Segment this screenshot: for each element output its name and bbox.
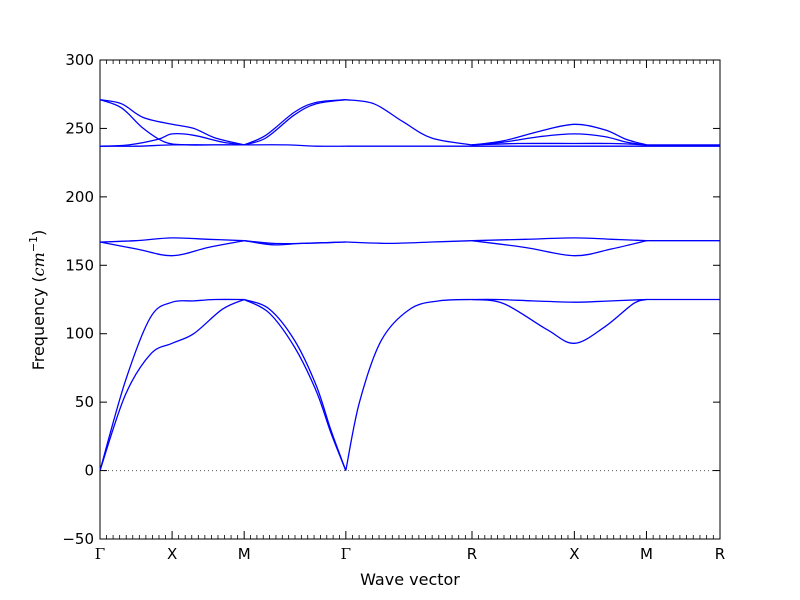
band-line-3 [243,298,347,471]
y-tick-label: 0 [84,462,94,480]
y-tick-label: −50 [62,530,94,548]
y-axis-label: Frequency (cm−1) [27,230,48,371]
band-line-17 [99,99,245,146]
x-axis-label: Wave vector [360,570,460,589]
x-tick-label: R [467,545,477,563]
plot-area-border [99,59,721,540]
band-line-4 [243,298,347,471]
x-tick-label: R [715,545,725,563]
band-line-24 [345,99,473,146]
band-line-19 [99,132,245,147]
y-tick-label: 200 [65,188,94,206]
minor-ticks [106,60,714,539]
band-line-14 [471,237,647,242]
band-line-12 [244,240,346,246]
x-tick-label: M [238,545,251,563]
x-tick-label: X [569,545,579,563]
band-line-15 [471,240,647,257]
band-line-7 [471,298,647,344]
y-axis-label-suffix: ) [29,230,48,236]
band-line-23 [244,144,346,147]
series-layer [99,99,720,471]
y-axis-label-prefix: Frequency ( [29,276,48,370]
band-line-20 [99,144,245,147]
plot-frame [99,59,721,540]
band-line-22 [243,99,346,146]
y-tick-label: 100 [65,325,94,343]
band-line-13 [345,240,473,245]
band-line-1 [99,298,245,471]
x-tick-label: Γ [95,545,105,563]
band-line-2 [99,298,245,471]
band-line-5 [345,298,473,471]
y-axis-label-unit: cm [29,252,48,276]
band-line-6 [471,298,647,303]
y-tick-label: 250 [65,119,94,137]
band-line-9 [99,237,245,243]
y-ticks: −50 0 50 100 150 200 250 300 [62,51,720,548]
band-line-21 [243,99,346,146]
y-tick-label: 50 [75,393,94,411]
y-tick-label: 150 [65,256,94,274]
band-line-26 [471,123,647,146]
band-line-27 [471,133,647,146]
y-axis-label-exponent: −1 [27,236,40,252]
x-tick-label: M [640,545,653,563]
x-tick-label: X [167,545,177,563]
x-tick-label: Γ [341,545,351,563]
band-line-10 [99,240,245,257]
y-tick-label: 300 [65,51,94,69]
band-line-28 [471,142,647,146]
